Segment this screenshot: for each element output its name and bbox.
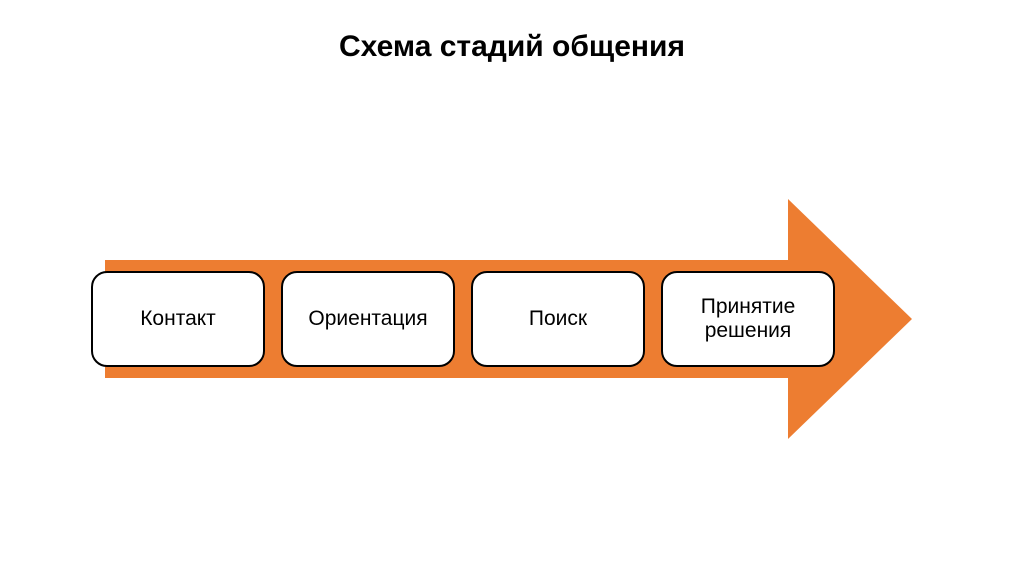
stage-box-4: Принятие решения (661, 271, 835, 367)
diagram-canvas: Схема стадий общения Контакт Ориентация … (0, 0, 1024, 574)
stage-box-2: Ориентация (281, 271, 455, 367)
stage-box-1: Контакт (91, 271, 265, 367)
diagram-title: Схема стадий общения (0, 30, 1024, 64)
stage-label: Принятие решения (669, 295, 827, 343)
stage-label: Ориентация (308, 307, 427, 331)
stage-label: Поиск (529, 307, 587, 331)
stage-box-3: Поиск (471, 271, 645, 367)
stage-label: Контакт (140, 307, 216, 331)
